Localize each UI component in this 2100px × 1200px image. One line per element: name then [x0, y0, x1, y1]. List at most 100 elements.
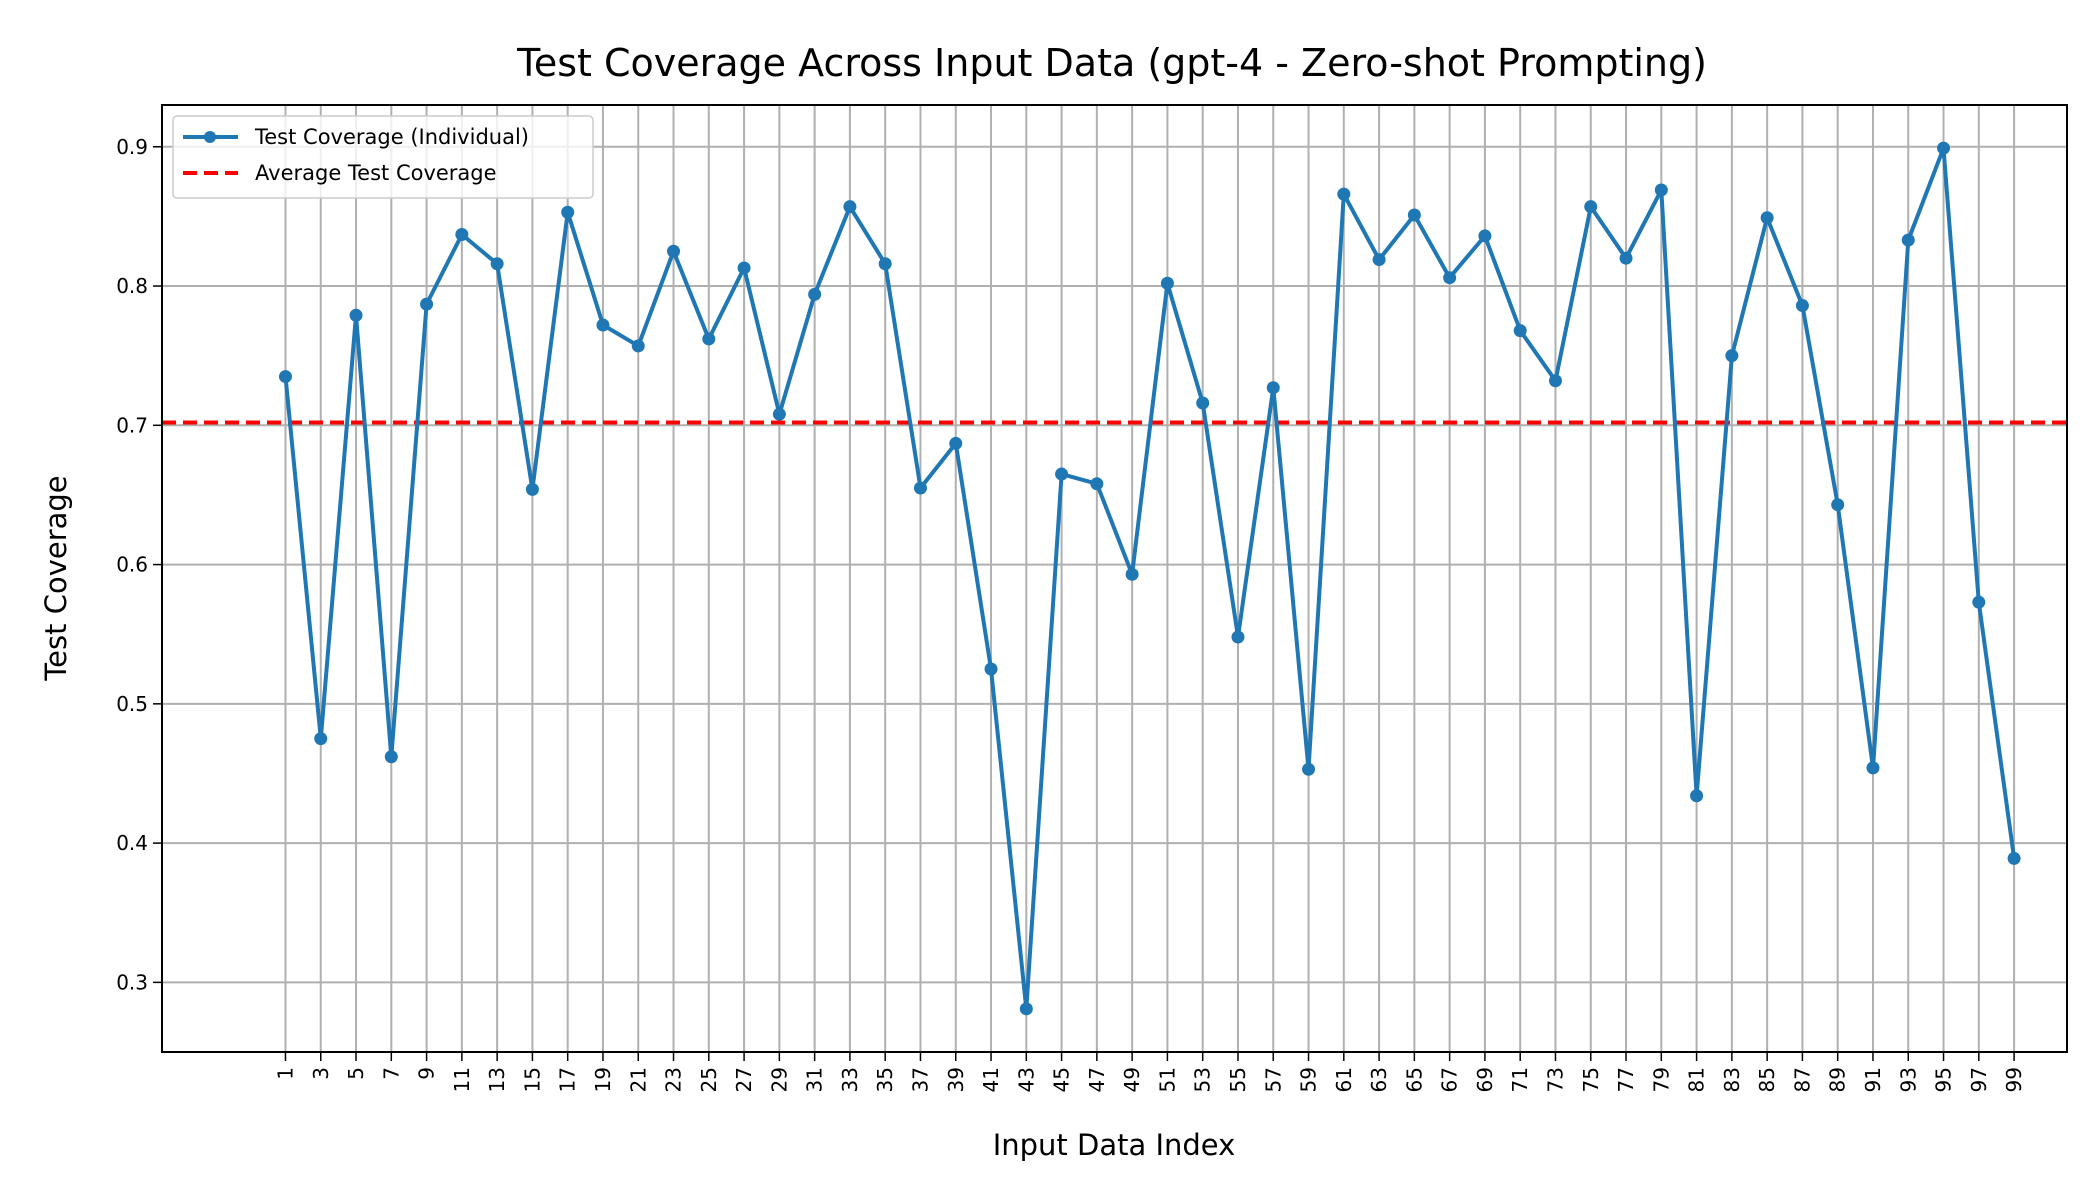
x-tick-label: 89: [1826, 1067, 1850, 1092]
data-point: [525, 482, 539, 496]
x-tick-label: 53: [1191, 1067, 1215, 1092]
data-point: [2007, 851, 2021, 865]
x-tick-label: 59: [1297, 1067, 1321, 1092]
x-tick-label: 15: [520, 1067, 544, 1092]
data-point: [596, 318, 610, 332]
data-point: [1443, 271, 1457, 285]
data-point: [1478, 229, 1492, 243]
y-tick-label: 0.4: [116, 831, 148, 855]
series-layer: [278, 141, 2021, 1016]
y-tick-label: 0.6: [116, 553, 148, 577]
data-point: [420, 297, 434, 311]
data-point: [1125, 567, 1139, 581]
data-point: [1831, 498, 1845, 512]
x-tick-label: 93: [1896, 1067, 1920, 1092]
data-point: [808, 287, 822, 301]
x-tick-label: 85: [1755, 1067, 1779, 1092]
data-point: [561, 205, 575, 219]
x-tick-label: 19: [591, 1067, 615, 1092]
x-tick-label: 41: [979, 1067, 1003, 1092]
data-point: [949, 436, 963, 450]
x-tick-label: 27: [732, 1067, 756, 1092]
data-point: [631, 339, 645, 353]
data-point: [490, 257, 504, 271]
x-tick-label: 1: [273, 1067, 297, 1080]
x-tick-label: 45: [1050, 1067, 1074, 1092]
data-point: [737, 261, 751, 275]
data-point: [1654, 183, 1668, 197]
data-point: [984, 662, 998, 676]
x-tick-label: 87: [1790, 1067, 1814, 1092]
y-tick-label: 0.8: [116, 274, 148, 298]
x-tick-label: 77: [1614, 1067, 1638, 1092]
data-point: [1407, 208, 1421, 222]
x-tick-label: 75: [1579, 1067, 1603, 1092]
x-axis-label: Input Data Index: [993, 1128, 1236, 1162]
data-point: [878, 257, 892, 271]
series-line-individual: [283, 146, 2017, 1011]
data-point: [1090, 477, 1104, 491]
data-point: [1725, 349, 1739, 363]
data-point: [1619, 251, 1633, 265]
y-tick-label: 0.5: [116, 692, 148, 716]
x-tick-label: 55: [1226, 1067, 1250, 1092]
x-tick-label: 79: [1649, 1067, 1673, 1092]
x-tick-label: 21: [626, 1067, 650, 1092]
data-point: [1160, 276, 1174, 290]
x-tick-label: 31: [803, 1067, 827, 1092]
data-point: [314, 732, 328, 746]
x-tick-label: 39: [944, 1067, 968, 1092]
data-point: [667, 244, 681, 258]
data-point: [1266, 381, 1280, 395]
data-point: [1866, 761, 1880, 775]
x-tick-label: 61: [1332, 1067, 1356, 1092]
x-tick-label: 5: [344, 1067, 368, 1080]
x-axis-ticks: 1 3 5 7 9 11 13 15 17 19 21 23 25 27 29 31 33 35 37 39 41 43 4…: [273, 1052, 2026, 1092]
legend-box: [172, 115, 594, 199]
x-tick-label: 33: [838, 1067, 862, 1092]
x-tick-label: 35: [873, 1067, 897, 1092]
data-point: [1972, 595, 1986, 609]
x-tick-label: 73: [1543, 1067, 1567, 1092]
y-tick-label: 0.7: [116, 413, 148, 437]
legend: Test Coverage (Individual) Average Test …: [172, 115, 594, 199]
data-point: [1901, 233, 1915, 247]
x-tick-label: 43: [1014, 1067, 1038, 1092]
x-tick-label: 81: [1685, 1067, 1709, 1092]
data-point: [1019, 1002, 1033, 1016]
data-point: [384, 750, 398, 764]
legend-label-individual: Test Coverage (Individual): [254, 125, 529, 149]
x-tick-label: 9: [415, 1067, 439, 1080]
x-tick-label: 97: [1967, 1067, 1991, 1092]
data-point: [913, 481, 927, 495]
plot-frame: [161, 104, 2068, 1053]
data-point: [278, 370, 292, 384]
x-tick-label: 23: [662, 1067, 686, 1092]
x-tick-label: 67: [1438, 1067, 1462, 1092]
x-tick-label: 69: [1473, 1067, 1497, 1092]
x-tick-label: 83: [1720, 1067, 1744, 1092]
data-point: [843, 200, 857, 214]
data-point: [1055, 467, 1069, 481]
x-tick-label: 51: [1155, 1067, 1179, 1092]
legend-label-average: Average Test Coverage: [255, 161, 497, 185]
x-tick-label: 25: [697, 1067, 721, 1092]
data-point: [1513, 324, 1527, 338]
data-point: [349, 308, 363, 322]
data-point: [1302, 762, 1316, 776]
data-point: [1231, 630, 1245, 644]
x-tick-label: 11: [450, 1067, 474, 1092]
y-tick-label: 0.9: [116, 135, 148, 159]
y-tick-label: 0.3: [116, 970, 148, 994]
data-point: [1337, 187, 1351, 201]
data-point: [1584, 200, 1598, 214]
y-axis-ticks: 0.3 0.4 0.5 0.6 0.7 0.8 0.9: [116, 135, 162, 994]
legend-marker-individual: [204, 131, 216, 143]
data-point: [1690, 789, 1704, 803]
data-point: [1760, 211, 1774, 225]
data-point: [1196, 396, 1210, 410]
x-tick-label: 49: [1120, 1067, 1144, 1092]
x-tick-label: 91: [1861, 1067, 1885, 1092]
x-tick-label: 63: [1367, 1067, 1391, 1092]
